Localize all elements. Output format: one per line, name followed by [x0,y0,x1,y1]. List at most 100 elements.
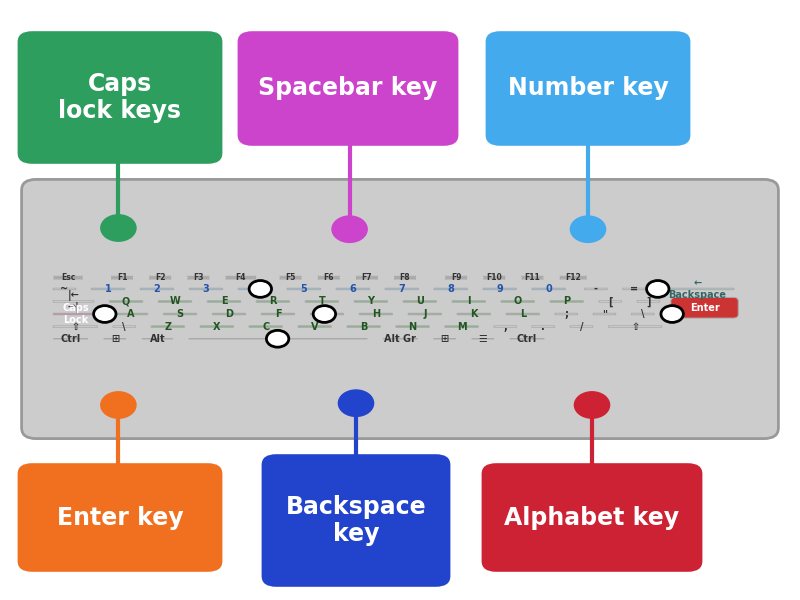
Text: G: G [323,309,331,319]
Circle shape [338,390,374,416]
FancyBboxPatch shape [140,288,174,290]
Text: Alphabet key: Alphabet key [505,505,679,529]
FancyBboxPatch shape [608,326,662,327]
FancyBboxPatch shape [661,288,734,290]
FancyBboxPatch shape [522,276,543,279]
Text: Number key: Number key [508,76,668,100]
Text: 4: 4 [251,284,258,294]
Text: \: \ [641,309,644,319]
Text: W: W [170,296,180,307]
Text: 6: 6 [350,284,356,294]
Text: ←
Backspace: ← Backspace [668,278,726,300]
FancyBboxPatch shape [207,301,241,302]
FancyBboxPatch shape [396,326,430,327]
Circle shape [332,216,367,242]
Circle shape [101,215,136,241]
FancyBboxPatch shape [585,288,607,290]
FancyBboxPatch shape [482,463,702,572]
Text: ☰: ☰ [478,334,487,344]
FancyBboxPatch shape [570,326,593,327]
FancyBboxPatch shape [18,463,222,572]
FancyBboxPatch shape [54,276,82,279]
FancyBboxPatch shape [200,326,234,327]
FancyBboxPatch shape [506,313,539,315]
Text: Caps
lock keys: Caps lock keys [58,71,182,124]
FancyBboxPatch shape [262,313,294,315]
FancyBboxPatch shape [446,276,467,279]
FancyBboxPatch shape [298,326,331,327]
FancyBboxPatch shape [434,288,467,290]
Text: U: U [416,296,424,307]
Text: X: X [213,322,221,332]
Text: ⇧: ⇧ [631,322,639,332]
Text: ⊞: ⊞ [111,334,119,344]
Text: F6: F6 [323,273,334,282]
Text: =: = [630,284,638,294]
Text: M: M [457,322,466,332]
Text: O: O [514,296,522,307]
Text: N: N [409,322,417,332]
FancyBboxPatch shape [226,276,256,279]
Text: F4: F4 [236,273,246,282]
FancyBboxPatch shape [336,288,370,290]
FancyBboxPatch shape [599,301,622,302]
Text: F5: F5 [286,273,296,282]
Text: Alt: Alt [150,334,165,344]
Text: 9: 9 [496,284,503,294]
Text: F3: F3 [193,273,204,282]
FancyBboxPatch shape [594,313,616,315]
Text: K: K [470,309,478,319]
FancyBboxPatch shape [111,276,133,279]
Text: 1: 1 [105,284,111,294]
Text: F7: F7 [362,273,372,282]
Text: E: E [221,296,227,307]
Text: ": " [602,309,607,319]
Text: F2: F2 [155,273,166,282]
FancyBboxPatch shape [671,298,738,318]
Circle shape [101,392,136,418]
Text: L: L [520,309,526,319]
FancyBboxPatch shape [238,288,271,290]
FancyBboxPatch shape [54,288,76,290]
Text: ⊞: ⊞ [441,334,449,344]
Circle shape [94,305,116,322]
FancyBboxPatch shape [359,313,393,315]
Text: B: B [360,322,367,332]
FancyBboxPatch shape [212,313,246,315]
FancyBboxPatch shape [622,288,646,290]
Text: J: J [423,309,426,319]
Text: \: \ [122,322,126,332]
Circle shape [570,216,606,242]
FancyBboxPatch shape [256,301,290,302]
Text: Esc: Esc [61,273,75,282]
FancyBboxPatch shape [54,301,94,302]
Text: |←
→|: |← →| [68,290,79,313]
Circle shape [249,281,271,298]
Text: Spacebar key: Spacebar key [258,76,438,100]
Text: /: / [580,322,583,332]
FancyBboxPatch shape [532,326,554,327]
Text: ,: , [503,322,507,332]
FancyBboxPatch shape [54,326,98,327]
FancyBboxPatch shape [555,313,578,315]
Text: 2: 2 [154,284,160,294]
Text: F10: F10 [486,273,502,282]
Text: Enter key: Enter key [57,505,183,529]
FancyBboxPatch shape [445,326,478,327]
Text: F11: F11 [525,273,540,282]
Text: V: V [311,322,318,332]
Text: T: T [318,296,326,307]
Text: 7: 7 [398,284,405,294]
Text: C: C [262,322,270,332]
Circle shape [266,331,289,347]
FancyBboxPatch shape [54,313,98,315]
Text: Alt Gr: Alt Gr [385,334,416,344]
FancyBboxPatch shape [408,313,442,315]
FancyBboxPatch shape [280,276,302,279]
FancyBboxPatch shape [385,288,418,290]
Text: Backspace
key: Backspace key [286,494,426,547]
FancyBboxPatch shape [486,31,690,146]
Text: D: D [225,309,233,319]
FancyBboxPatch shape [114,313,148,315]
Text: Ctrl: Ctrl [517,334,538,344]
